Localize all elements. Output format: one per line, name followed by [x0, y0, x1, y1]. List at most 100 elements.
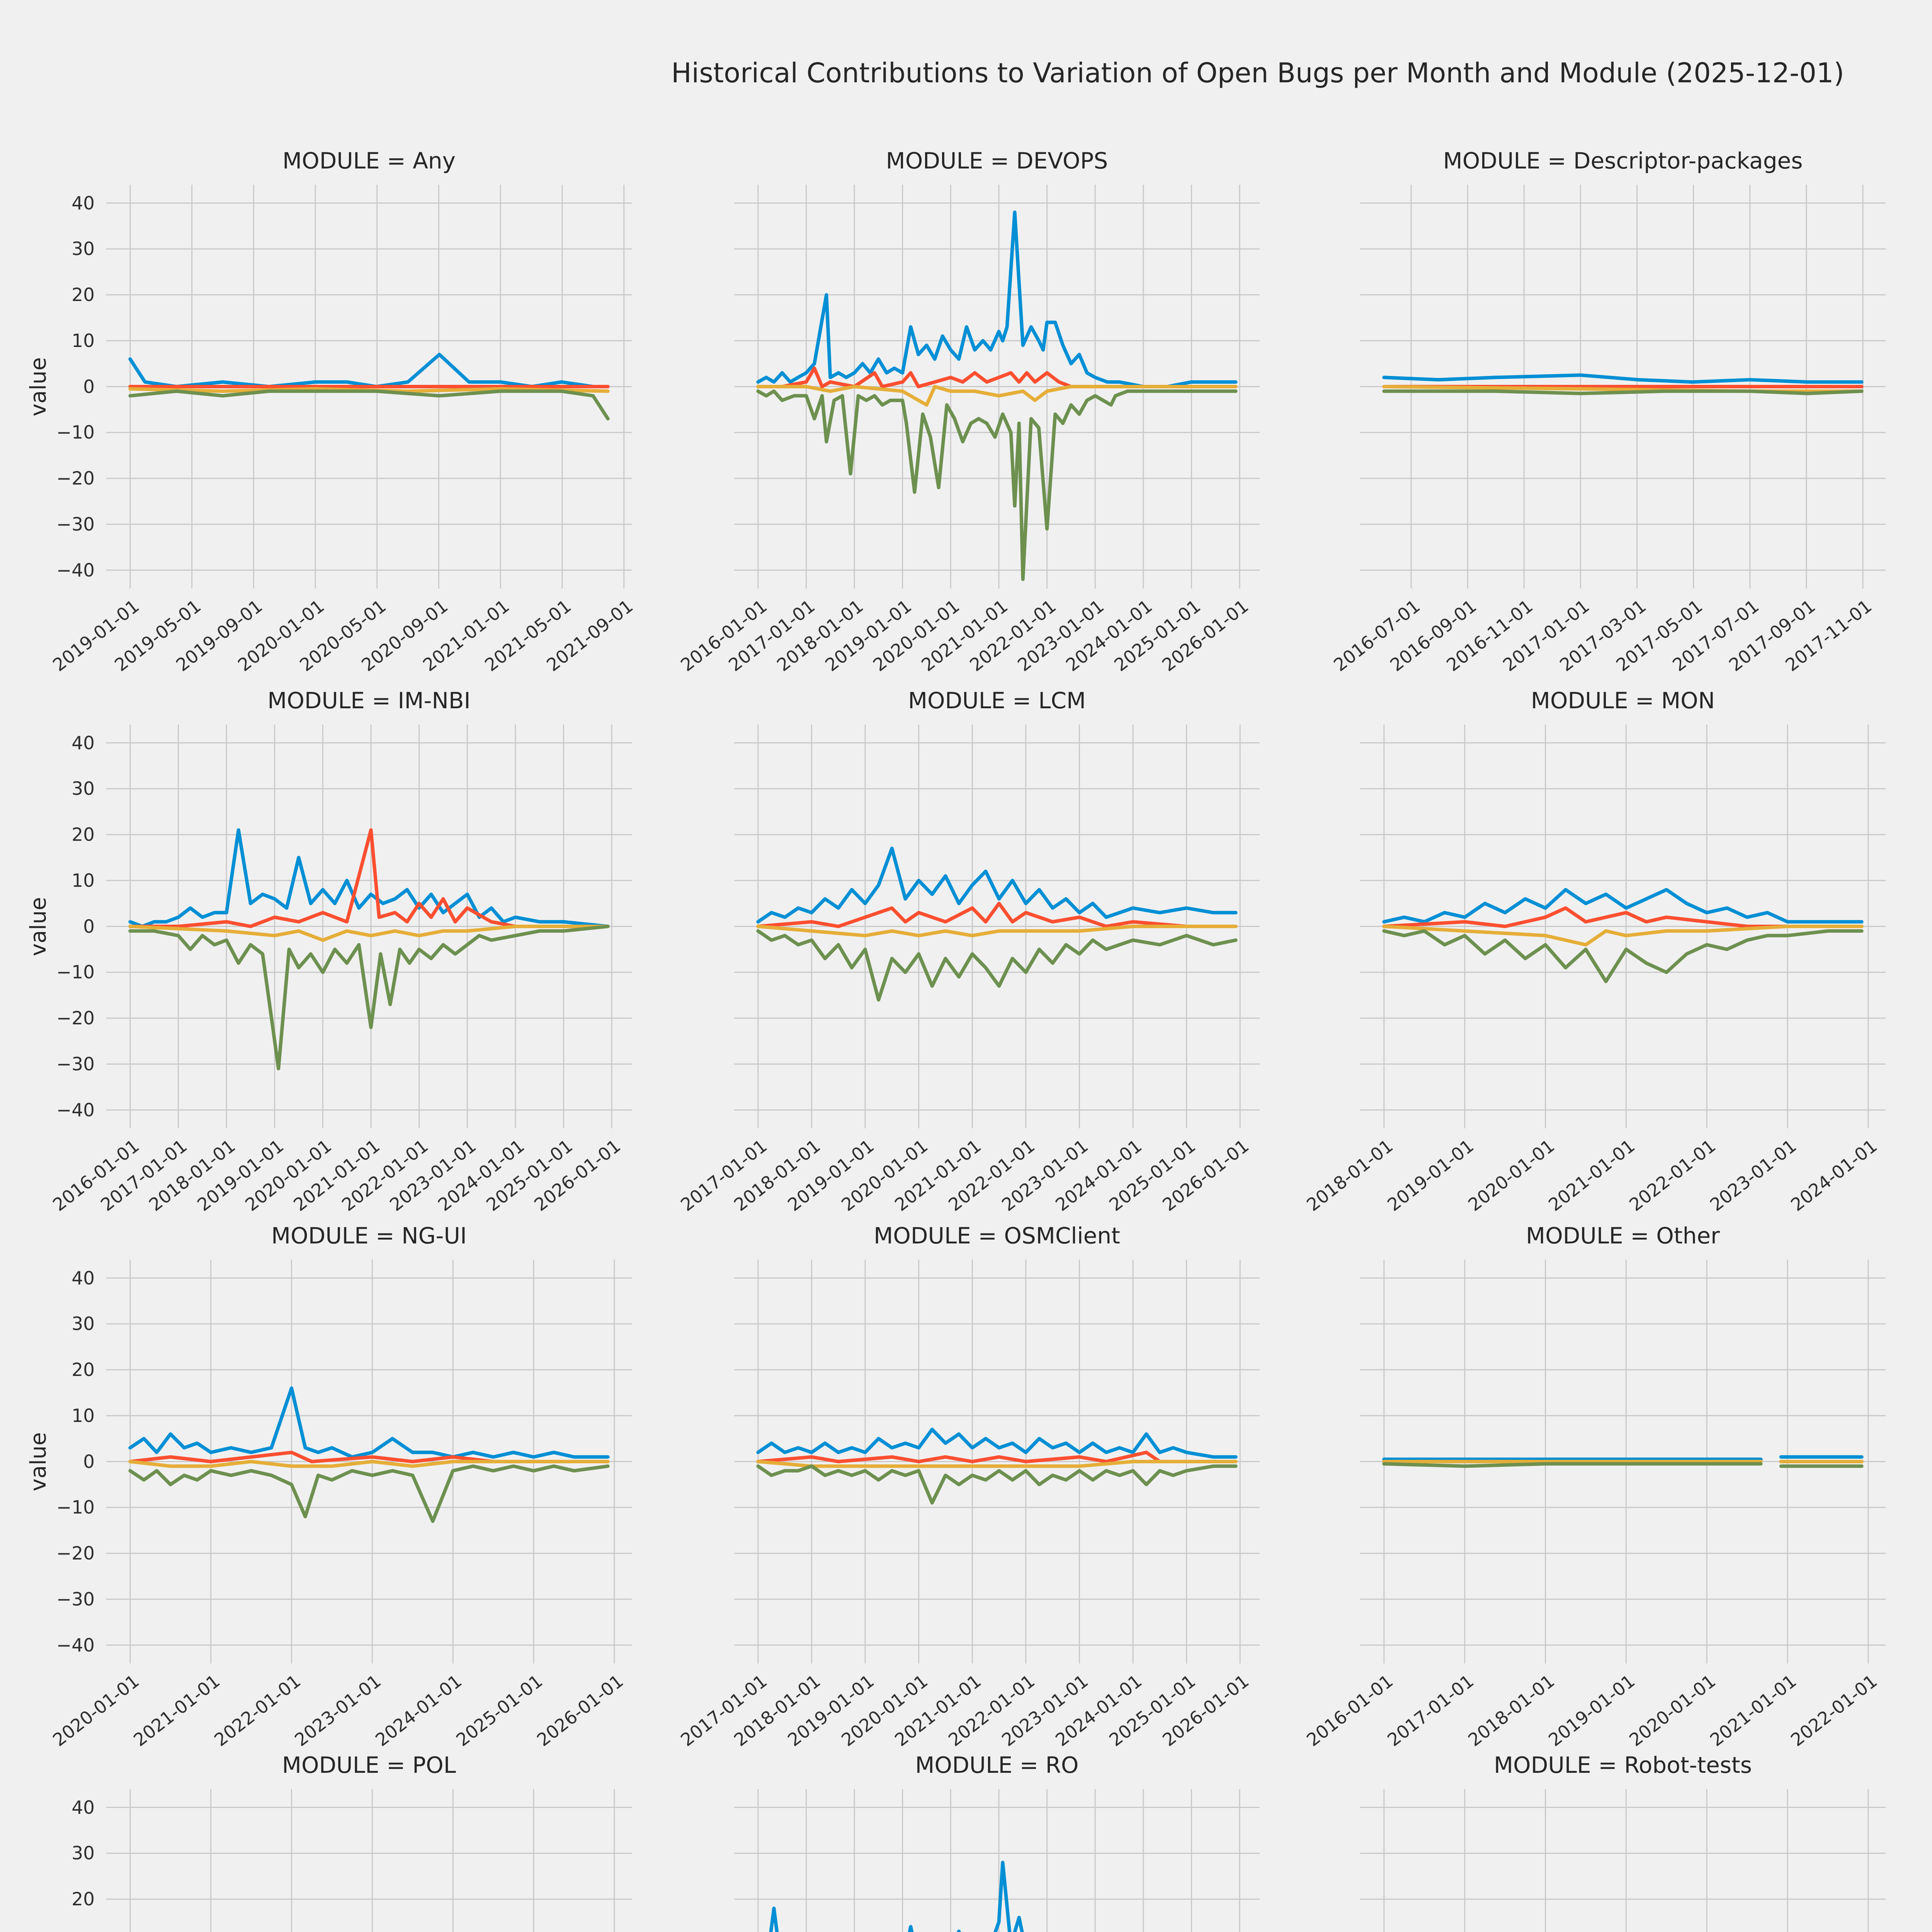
line-opened: [1382, 373, 1864, 384]
line-closed: [1382, 389, 1864, 395]
x-tick-label: 2018-01-01: [1464, 1670, 1559, 1751]
plot-area: [734, 1260, 1260, 1663]
line-opened: [128, 828, 610, 928]
plot-area: [1360, 1260, 1886, 1663]
plot-area: [734, 724, 1260, 1128]
x-tick-label: 2024-01-01: [371, 1670, 466, 1751]
y-tick-label: −20: [56, 468, 95, 489]
subplot-title: MODULE = Descriptor-packages: [1443, 148, 1803, 174]
line-reopened: [756, 901, 1238, 928]
subplot-IM-NBI: MODULE = IM-NBI 2016-01-01 2017-01-01 2018-…: [26, 687, 632, 1215]
y-axis-label: value: [26, 357, 51, 416]
y-tick-label: 30: [71, 1843, 95, 1864]
x-tick-label: 2022-01-01: [210, 1670, 305, 1751]
y-axis-label: value: [26, 897, 51, 956]
y-tick-label: −30: [56, 1053, 95, 1075]
line-false_closed: [756, 385, 1238, 407]
y-tick-label: 0: [83, 916, 95, 937]
line-false_closed: [756, 925, 1238, 937]
y-tick-label: 10: [71, 1405, 95, 1427]
y-tick-label: 40: [71, 1797, 95, 1818]
line-opened: [769, 1861, 1024, 1932]
line-reopened: [128, 828, 610, 928]
subplot-title: MODULE = OSMClient: [874, 1223, 1120, 1249]
y-tick-label: −40: [56, 1634, 95, 1656]
subplot-title: MODULE = Other: [1526, 1223, 1720, 1249]
x-tick-label: 2016-01-01: [1929, 595, 1932, 676]
y-tick-label: 0: [83, 376, 95, 398]
line-false_closed: [128, 1460, 610, 1468]
x-tick-label: 2019-01-01: [1544, 1670, 1639, 1751]
plot-area: [106, 1260, 632, 1663]
y-tick-label: −40: [56, 560, 95, 581]
subplot-DEVOPS: MODULE = DEVOPS 2016-01-01 2017-01-01 2018-…: [677, 148, 1260, 675]
y-tick-label: 40: [71, 1267, 95, 1289]
line-opened: [756, 847, 1238, 924]
y-tick-label: 0: [83, 1451, 95, 1473]
x-tick-label: 2021-01-01: [129, 1670, 224, 1751]
subplot-title: MODULE = MON: [1531, 687, 1715, 714]
x-tick-label: 2016-01-01: [1303, 1670, 1397, 1751]
x-tick-label: 2021-01-01: [1544, 1135, 1639, 1216]
y-tick-label: −40: [56, 1099, 95, 1121]
line-closed: [1382, 1462, 1864, 1468]
line-closed: [128, 389, 610, 421]
plot-area: [106, 1789, 632, 1932]
line-closed: [1382, 929, 1864, 983]
subplot-title: MODULE = IM-NBI: [267, 687, 471, 714]
y-tick-label: −10: [56, 422, 95, 444]
line-false_closed: [128, 925, 610, 942]
y-tick-label: −30: [56, 1588, 95, 1610]
plot-area: [1360, 185, 1886, 588]
line-opened: [756, 210, 1238, 388]
line-reopened: [756, 1451, 1238, 1463]
line-false_closed: [756, 1460, 1238, 1468]
line-closed: [756, 929, 1238, 1002]
x-tick-label: 2023-01-01: [291, 1670, 385, 1751]
y-tick-label: 10: [71, 870, 95, 891]
y-axis-label: value: [26, 1432, 51, 1491]
x-tick-label: 2016-01-01: [1929, 1135, 1932, 1216]
y-tick-label: −10: [56, 962, 95, 983]
plot-area: [734, 185, 1260, 588]
y-tick-label: 20: [71, 1889, 95, 1910]
y-tick-label: 20: [71, 1359, 95, 1381]
line-opened: [1382, 888, 1864, 924]
y-tick-label: 40: [71, 192, 95, 214]
y-tick-label: −20: [56, 1008, 95, 1029]
line-closed: [128, 1464, 610, 1523]
x-tick-label: 2019-01-01: [1383, 1135, 1478, 1216]
subplot-title: MODULE = RO: [915, 1752, 1079, 1778]
y-tick-label: 20: [71, 824, 95, 845]
x-tick-label: 2023-01-01: [1706, 1135, 1801, 1216]
y-tick-label: 10: [71, 330, 95, 352]
subplot-title: MODULE = NG-UI: [271, 1223, 467, 1249]
y-tick-label: −20: [56, 1543, 95, 1564]
subplot-POL: MODULE = POL2018-01-012019-01-012020-01-…: [71, 1752, 632, 1932]
y-tick-label: 20: [71, 284, 95, 306]
line-closed: [756, 389, 1238, 581]
plot-area: [734, 1789, 1260, 1932]
x-tick-label: 2022-01-01: [1787, 1670, 1881, 1751]
subplot-Descriptor-packages: MODULE = Descriptor-packages 2016-07-01 20…: [1330, 148, 1886, 675]
line-opened: [128, 1386, 610, 1459]
x-tick-label: 2020-01-01: [49, 1670, 143, 1751]
y-tick-label: 30: [71, 1313, 95, 1335]
subplot-title: MODULE = POL: [282, 1752, 456, 1778]
subplot-title: MODULE = Robot-tests: [1494, 1752, 1752, 1778]
subplot-Other: MODULE = Other 2016-01-01 2017-01-01 2018-0…: [1303, 1223, 1886, 1750]
subplot-RO: MODULE = RO2016-01-012017-01-012018-01-0…: [734, 1752, 1260, 1932]
subplot-OSMClient: MODULE = OSMClient 2017-01-01 2018-01-01 20…: [677, 1223, 1260, 1750]
subplot-NG-UI: MODULE = NG-UI 2020-01-01 2021-01-01 2022-0…: [26, 1223, 632, 1750]
figure-title: Historical Contributions to Variation of…: [671, 57, 1844, 89]
subplot-Robot-tests: MODULE = Robot-tests2020-01-012021-01-01…: [1360, 1752, 1886, 1932]
subplot-Any: MODULE = Any 2019-01-01 2019-05-01 2019-09-…: [26, 148, 637, 675]
x-tick-label: 2021-01-01: [1706, 1670, 1801, 1751]
line-closed: [756, 1464, 1238, 1505]
y-tick-label: −10: [56, 1497, 95, 1519]
line-reopened: [1382, 906, 1864, 928]
subplot-title: MODULE = Any: [282, 148, 456, 174]
x-tick-label: 2024-01-01: [1787, 1135, 1881, 1216]
line-reopened: [756, 366, 1238, 388]
